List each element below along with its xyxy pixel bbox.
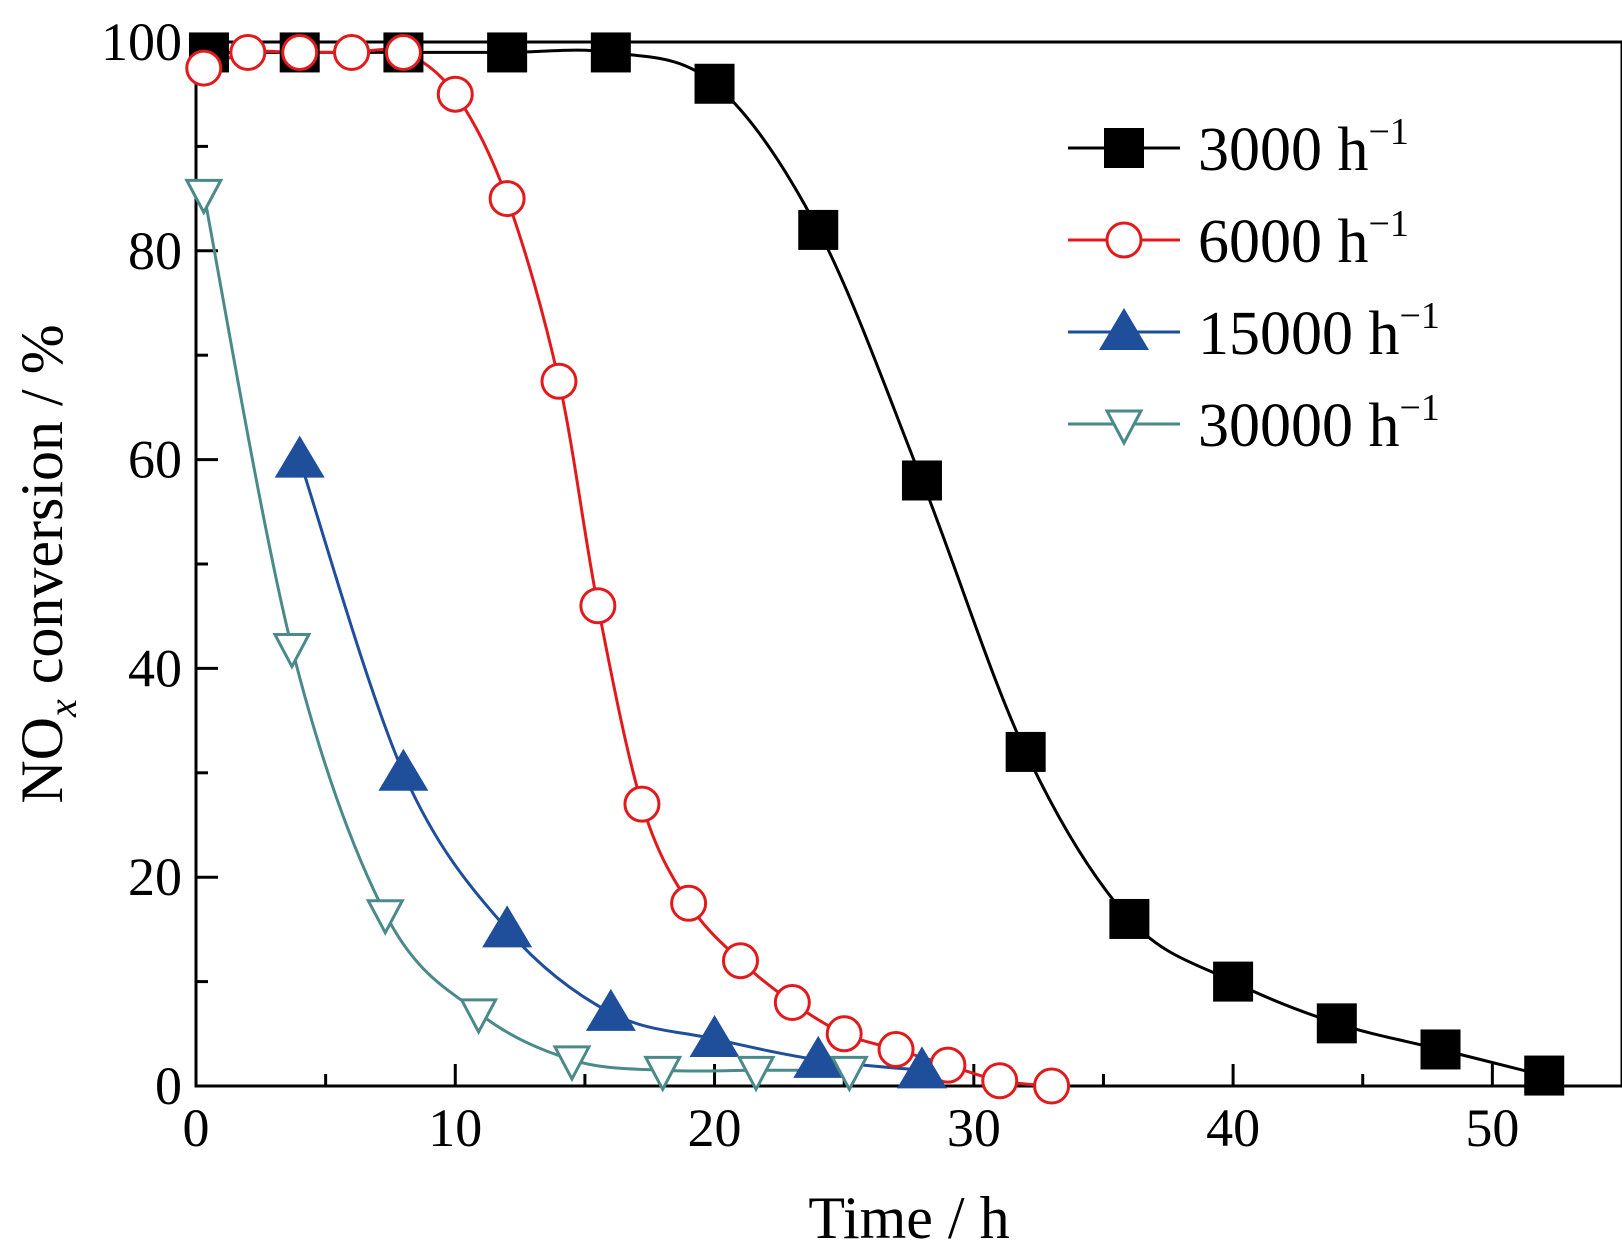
data-point <box>488 180 526 218</box>
legend-marker <box>1104 409 1144 447</box>
data-point <box>721 942 759 980</box>
data-point <box>694 63 735 104</box>
data-point <box>1316 1003 1357 1044</box>
plot-frame <box>194 40 1622 1088</box>
y-tick-label: 60 <box>128 430 182 490</box>
series-line <box>298 459 923 1072</box>
data-point <box>689 1015 740 1058</box>
data-point <box>1033 1067 1071 1105</box>
x-tick-label: 50 <box>1465 1098 1519 1158</box>
legend-label-text: 3000 h <box>1198 116 1369 184</box>
data-point <box>365 899 405 936</box>
data-point <box>436 75 474 113</box>
legend-label: 15000 h−1 <box>1198 295 1440 368</box>
data-point <box>793 1035 844 1078</box>
data-point <box>281 33 319 71</box>
data-point <box>1213 961 1254 1002</box>
x-tick-label: 40 <box>1206 1098 1260 1158</box>
data-point <box>1420 1029 1461 1070</box>
data-point <box>877 1030 915 1068</box>
data-point <box>487 32 528 73</box>
legend-label: 30000 h−1 <box>1198 387 1440 460</box>
legend-label-superscript: −1 <box>1369 203 1409 245</box>
data-point <box>459 998 499 1036</box>
data-point <box>384 33 422 71</box>
data-point <box>670 884 708 922</box>
data-point <box>482 905 533 948</box>
data-point <box>825 1015 863 1053</box>
data-point <box>579 587 617 625</box>
data-point <box>1005 731 1046 772</box>
legend-marker <box>1099 308 1149 350</box>
data-point <box>585 988 636 1031</box>
data-point <box>1524 1055 1565 1096</box>
y-tick-label: 100 <box>101 12 182 72</box>
legend-label-superscript: −1 <box>1369 111 1409 153</box>
data-point <box>901 460 942 501</box>
data-point <box>590 32 631 73</box>
y-axis-title-subscript: x <box>40 699 85 718</box>
data-point <box>272 633 312 670</box>
legend-label-superscript: −1 <box>1400 387 1440 429</box>
data-point <box>229 33 267 71</box>
data-point <box>1109 898 1150 939</box>
x-tick-label: 30 <box>947 1098 1001 1158</box>
data-point <box>896 1046 947 1089</box>
data-point <box>829 1055 869 1093</box>
data-point <box>736 1055 776 1093</box>
legend-marker <box>1105 221 1143 259</box>
legend-label-text: 6000 h <box>1198 208 1369 276</box>
series-markers <box>184 32 1565 1105</box>
series-line <box>203 47 1052 1088</box>
x-tick-label: 0 <box>183 1098 210 1158</box>
series-curves <box>202 47 1545 1088</box>
data-point <box>185 49 223 87</box>
x-tick-label: 10 <box>428 1098 482 1158</box>
legend-label: 6000 h−1 <box>1198 203 1409 276</box>
data-point <box>798 209 839 250</box>
axis-tick-labels: 0 10 20 30 40 50 0 20 40 60 80 100 <box>101 12 1519 1158</box>
data-point <box>623 785 661 823</box>
data-point <box>773 983 811 1021</box>
legend-label-text: 15000 h <box>1198 300 1400 368</box>
data-point <box>184 178 224 216</box>
x-tick-label: 20 <box>688 1098 742 1158</box>
data-point <box>552 1045 592 1083</box>
x-axis-title: Time / h <box>808 1185 1009 1251</box>
y-axis-title: NOx conversion / % <box>9 324 85 803</box>
legend-label-text: 30000 h <box>1198 392 1400 460</box>
data-point <box>333 33 371 71</box>
series-line <box>202 193 850 1073</box>
y-tick-label: 40 <box>128 638 182 698</box>
data-point <box>274 435 325 478</box>
data-point <box>540 362 578 400</box>
axis-ticks <box>194 40 1622 1088</box>
legend-marker <box>1104 128 1144 168</box>
legend-label: 3000 h−1 <box>1198 111 1409 184</box>
data-point <box>378 748 429 791</box>
data-point <box>643 1055 683 1093</box>
data-point <box>981 1062 1019 1100</box>
y-tick-label: 0 <box>155 1056 182 1116</box>
y-tick-label: 80 <box>128 221 182 281</box>
y-tick-label: 20 <box>128 847 182 907</box>
legend-label-superscript: −1 <box>1400 295 1440 337</box>
series-line <box>209 48 1545 1078</box>
